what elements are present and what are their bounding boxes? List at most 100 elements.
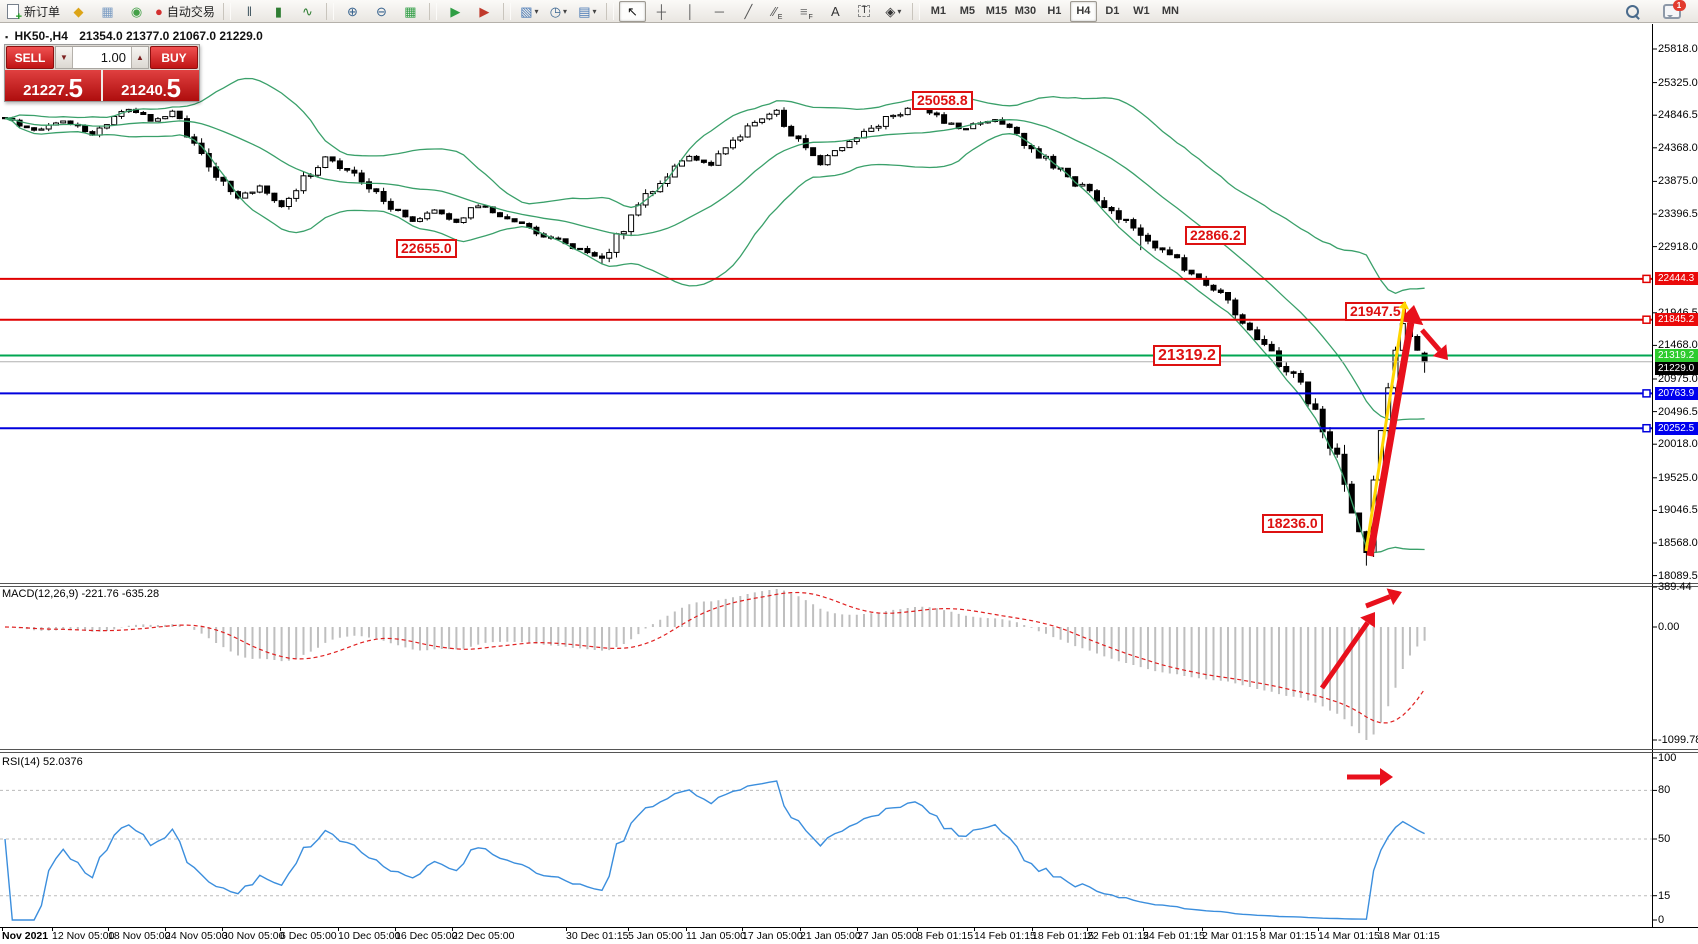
zoom-out-button[interactable]: ⊖ (368, 1, 395, 22)
toolbar-right-group: 1 (1618, 0, 1698, 22)
clock-icon: ◷ (549, 3, 562, 19)
notification-badge: 1 (1672, 0, 1686, 11)
auto-scroll-button[interactable]: ▶ (442, 1, 469, 22)
horizontal-line-icon: ─ (714, 3, 724, 19)
timeframe-m15[interactable]: M15 (985, 5, 1008, 17)
sell-price[interactable]: 21227. 5 (5, 70, 101, 101)
volume-increase-button[interactable] (131, 47, 148, 68)
bar-chart-button[interactable]: ‖ (236, 1, 263, 22)
timeframe-toolbar: M1 M5 M15 M30 H1 H4 D1 W1 MN (924, 0, 1185, 22)
time-tick (857, 927, 858, 931)
time-label: 8 Mar 01:15 (1260, 930, 1317, 942)
candlestick-button[interactable]: ▮ (265, 1, 292, 22)
sell-button[interactable]: SELL (6, 46, 54, 69)
zoom-in-icon: ⊕ (346, 3, 358, 19)
trendline-button[interactable]: ╱ (735, 1, 762, 22)
time-label: 10 Dec 05:00 (338, 930, 401, 942)
time-label: 22 Dec 05:00 (452, 930, 515, 942)
timeframe-m30[interactable]: M30 (1014, 5, 1037, 17)
signals-button[interactable]: ◉ (123, 1, 150, 22)
zoom-out-icon: ⊖ (375, 3, 387, 19)
time-tick (686, 927, 687, 931)
market-watch-button[interactable]: ◆ (65, 1, 92, 22)
timeframe-mn[interactable]: MN (1161, 5, 1179, 17)
template-chart-icon: ▤ (578, 3, 591, 19)
timeframe-m5[interactable]: M5 (959, 5, 976, 17)
rsi-label: RSI(14) 52.0376 (2, 756, 83, 768)
chevron-down-icon: ▾ (563, 6, 568, 16)
toolbar-separator (222, 2, 231, 20)
gold-purse-icon: ◆ (73, 3, 84, 19)
time-label: 6 Dec 05:00 (280, 930, 337, 942)
time-tick (395, 927, 396, 931)
time-label: 21 Jan 05:00 (800, 930, 861, 942)
template-button[interactable]: ▤ ▾ (574, 1, 601, 22)
one-click-trading-panel: SELL BUY 21227.5 21240.5 (4, 44, 200, 102)
time-tick (800, 927, 801, 931)
chat-icon: 1 (1662, 0, 1686, 19)
time-tick (222, 927, 223, 931)
time-tick (917, 927, 918, 931)
time-tick (1087, 927, 1088, 931)
volume-input[interactable] (73, 47, 131, 68)
cursor-button[interactable]: ↖ (618, 0, 646, 22)
profiles-icon: ▦ (101, 3, 114, 19)
text-button[interactable]: A (822, 1, 849, 22)
fibonacci-icon: ≡ (799, 3, 808, 19)
timeframe-h4[interactable]: H4 (1069, 0, 1097, 22)
profiles-button[interactable]: ▦ (94, 1, 121, 22)
new-chart-button[interactable]: ▧ ▾ (516, 1, 543, 22)
period-button[interactable]: ◷ ▾ (545, 1, 572, 22)
time-tick (165, 927, 166, 931)
time-tick (280, 927, 281, 931)
signals-icon: ◉ (130, 3, 143, 19)
candlestick-icon: ▮ (274, 3, 282, 19)
zoom-in-button[interactable]: ⊕ (339, 1, 366, 22)
channel-icon: ∕∕ (772, 3, 777, 19)
search-button[interactable] (1619, 1, 1646, 22)
time-label: 18 Nov 05:00 (108, 930, 171, 942)
volume-control (55, 46, 149, 69)
trendline-icon: ╱ (744, 3, 753, 19)
timeframe-m1[interactable]: M1 (930, 5, 947, 17)
time-label: 14 Mar 01:15 (1318, 930, 1380, 942)
time-tick (452, 927, 453, 931)
arrow-objects-icon: ◈ (885, 3, 896, 19)
new-order-button[interactable]: + 新订单 (4, 1, 63, 22)
timeframe-d1[interactable]: D1 (1105, 5, 1120, 17)
buy-price[interactable]: 21240. 5 (103, 70, 199, 101)
buy-button[interactable]: BUY (150, 46, 198, 69)
symbol-period: HK50-,H4 (14, 29, 68, 43)
time-label: 24 Nov 05:00 (165, 930, 228, 942)
line-chart-button[interactable]: ∿ (294, 1, 321, 22)
macd-label: MACD(12,26,9) -221.76 -635.28 (2, 588, 160, 600)
horizontal-line-button[interactable]: ─ (706, 1, 733, 22)
chart-shift-icon: ▶ (479, 3, 490, 19)
timeframe-h1[interactable]: H1 (1047, 5, 1062, 17)
fibonacci-button[interactable]: ≡ F (799, 3, 813, 21)
time-label: Nov 2021 (2, 930, 49, 942)
time-label: 5 Jan 05:00 (628, 930, 683, 942)
text-label-button[interactable]: T (851, 1, 878, 22)
time-tick (1318, 927, 1319, 931)
time-label: 14 Feb 01:15 (974, 930, 1036, 942)
time-label: 18 Feb 01:15 (1032, 930, 1094, 942)
crosshair-button[interactable]: ┼ (648, 1, 675, 22)
chart-shift-button[interactable]: ▶ (471, 1, 498, 22)
bar-chart-icon: ‖ (246, 3, 253, 19)
autotrade-button[interactable]: ● 自动交易 (155, 3, 215, 19)
arrows-button[interactable]: ◈ ▾ (880, 1, 907, 22)
volume-decrease-button[interactable] (56, 47, 73, 68)
time-label: 22 Feb 01:15 (1087, 930, 1149, 942)
time-label: 2 Mar 01:15 (1202, 930, 1259, 942)
channel-button[interactable]: ∕∕ E (772, 3, 783, 21)
timeframe-w1[interactable]: W1 (1133, 5, 1150, 17)
tile-windows-button[interactable]: ▦ (397, 1, 424, 22)
time-tick (2, 927, 3, 931)
time-tick (742, 927, 743, 931)
vertical-line-button[interactable]: │ (677, 1, 704, 22)
one-click-controls: SELL BUY (5, 45, 199, 70)
chat-button[interactable]: 1 (1658, 0, 1686, 22)
time-label: 8 Feb 01:15 (917, 930, 974, 942)
